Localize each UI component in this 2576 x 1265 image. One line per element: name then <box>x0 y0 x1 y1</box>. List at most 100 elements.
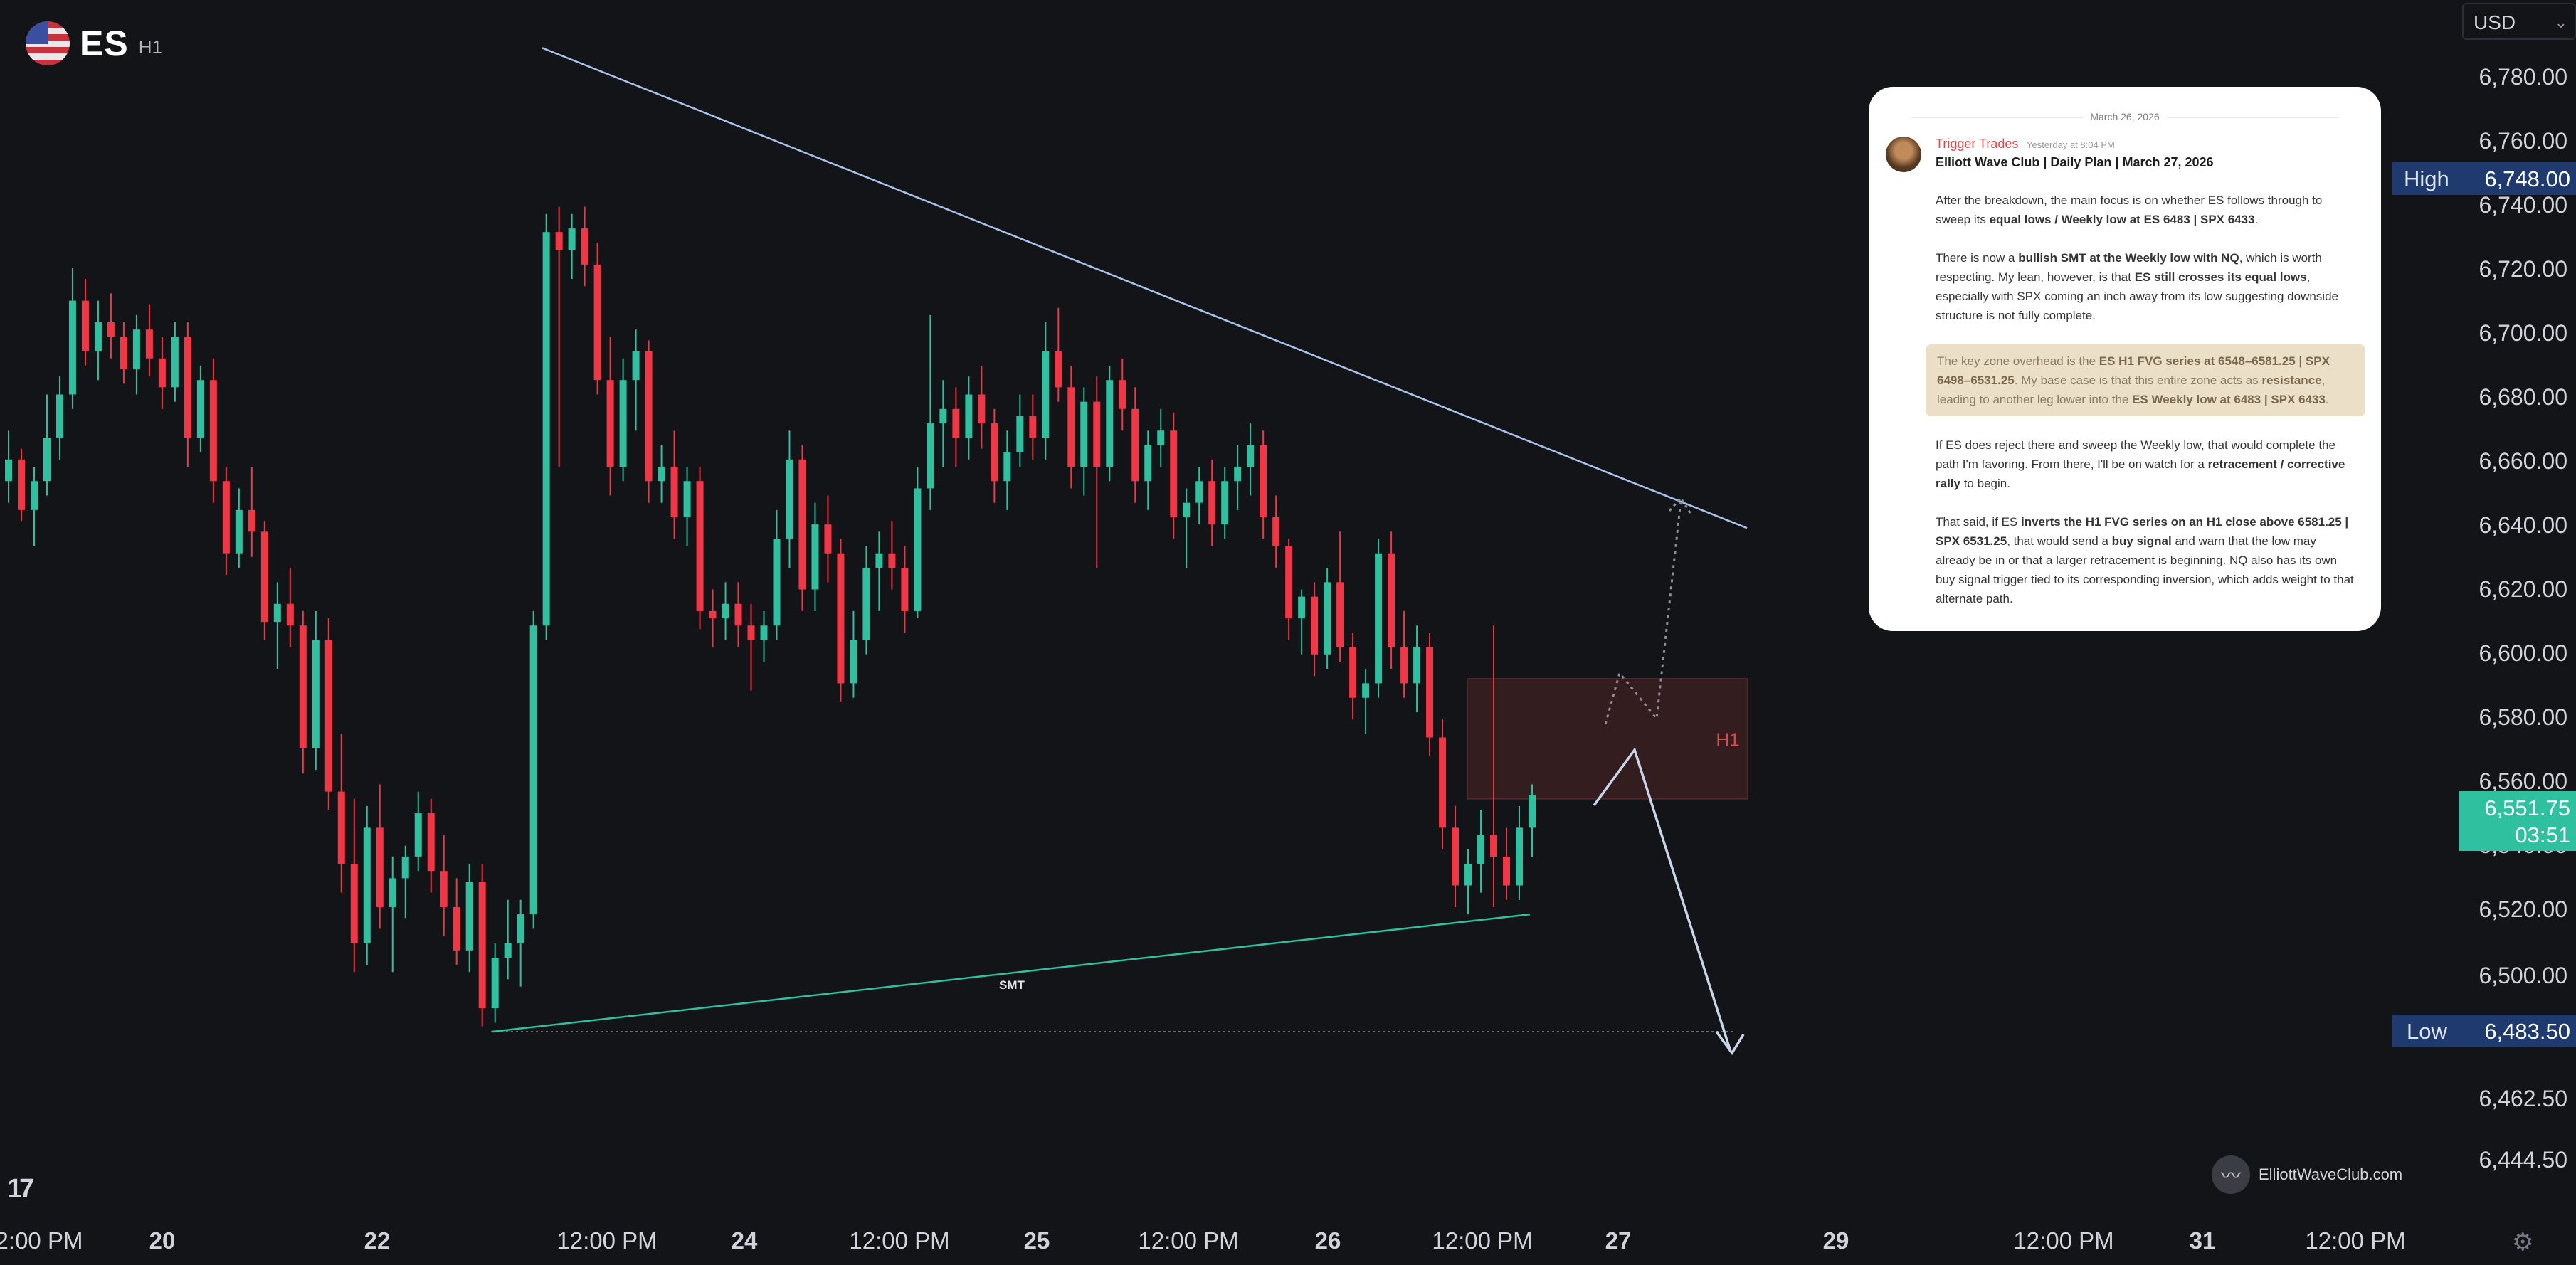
tradingview-logo-icon[interactable]: 17 <box>7 1174 34 1204</box>
candle <box>1272 495 1280 568</box>
candle-body <box>1490 835 1498 857</box>
candle-body <box>363 827 371 943</box>
candle <box>1529 784 1536 857</box>
candle-body <box>811 524 819 590</box>
candle-body <box>1375 553 1383 684</box>
y-tick-label: 6,560.00 <box>2479 768 2567 794</box>
candle-body <box>56 394 63 438</box>
currency-dropdown[interactable]: USD ⌄ <box>2462 3 2576 40</box>
symbol-header[interactable]: ES H1 <box>26 21 162 65</box>
candle <box>401 845 409 919</box>
candle <box>1336 531 1344 662</box>
avatar <box>1886 137 1921 172</box>
candle <box>5 430 12 503</box>
projection-path <box>1593 747 1732 1052</box>
candle-body <box>1131 408 1139 482</box>
candle <box>1003 430 1011 510</box>
candle <box>786 430 793 568</box>
high-badge-label: High <box>2404 166 2449 191</box>
candle-body <box>850 640 857 684</box>
candle-body <box>683 481 691 517</box>
candle-body <box>299 625 307 748</box>
candle-body <box>875 553 883 568</box>
candle <box>632 329 640 431</box>
candle <box>337 734 345 893</box>
candle <box>1285 539 1293 640</box>
candle-body <box>786 459 793 539</box>
candle-body <box>401 856 409 879</box>
candle-body <box>1260 445 1267 517</box>
candle-body <box>1439 737 1447 828</box>
candle-body <box>645 351 653 482</box>
y-tick-label: 6,640.00 <box>2479 512 2567 538</box>
candle-body <box>5 459 12 482</box>
candle-body <box>978 394 986 424</box>
y-tick-label: 6,720.00 <box>2479 256 2567 282</box>
candle <box>850 610 857 698</box>
candle-body <box>593 264 601 381</box>
candle-body <box>196 380 204 438</box>
candle <box>1362 669 1370 734</box>
candle-body <box>68 300 76 395</box>
candle-body <box>235 509 243 554</box>
candle-body <box>209 380 217 482</box>
candle <box>286 568 294 647</box>
candle-body <box>734 603 742 626</box>
candle <box>1093 376 1101 568</box>
candle <box>811 502 819 611</box>
candle <box>120 322 127 384</box>
candle <box>1260 430 1267 539</box>
candle <box>171 322 179 402</box>
candle-body <box>260 531 268 623</box>
candle <box>453 878 460 965</box>
y-tick-label: 6,740.00 <box>2479 192 2567 218</box>
candle <box>1400 610 1408 698</box>
candle-body <box>1362 683 1370 698</box>
candle-body <box>952 408 960 438</box>
candle <box>581 206 588 287</box>
gear-icon[interactable]: ⚙ <box>2512 1229 2534 1256</box>
candle <box>1195 466 1203 525</box>
candle-body <box>30 481 38 510</box>
candle <box>709 589 717 647</box>
candle-body <box>248 509 255 532</box>
candle-body <box>722 603 729 619</box>
candle-body <box>465 882 473 951</box>
y-tick-label: 6,700.00 <box>2479 320 2567 346</box>
fvg-zone-label: H1 <box>1716 729 1739 750</box>
candle <box>440 835 448 936</box>
candle <box>235 488 243 568</box>
candle <box>914 466 922 619</box>
candle-body <box>132 329 140 369</box>
candle <box>1413 625 1421 712</box>
last-price-badge <box>2459 791 2576 851</box>
high-badge <box>2392 162 2576 195</box>
candle <box>1157 408 1165 467</box>
y-tick-label: 6,620.00 <box>2479 576 2567 602</box>
candle-body <box>747 625 755 640</box>
candle <box>324 618 332 810</box>
candle <box>658 445 665 503</box>
timeframe-label: H1 <box>138 36 162 58</box>
x-tick-label: 29 <box>1823 1227 1849 1254</box>
candle-body <box>504 943 512 958</box>
candle-body <box>837 553 845 684</box>
annotation-card: March 26, 2026 Trigger Trades Yesterday … <box>1869 87 2381 631</box>
x-tick-label: 25 <box>1024 1227 1050 1254</box>
y-tick-label: 6,680.00 <box>2479 384 2567 410</box>
x-tick-label: 12:00 PM <box>849 1227 949 1254</box>
candle <box>248 466 255 557</box>
candle <box>696 466 704 630</box>
post-author: Trigger Trades <box>1936 137 2019 151</box>
post-time: Yesterday at 8:04 PM <box>2027 139 2115 150</box>
x-tick-label: 31 <box>2190 1227 2216 1254</box>
candle-body <box>1298 596 1306 619</box>
candle <box>824 495 832 583</box>
candle-body <box>1336 582 1344 647</box>
candle <box>734 582 742 647</box>
candle-body <box>1529 795 1536 828</box>
candle <box>939 380 947 467</box>
candle <box>1503 827 1511 900</box>
candle-body <box>43 438 51 482</box>
